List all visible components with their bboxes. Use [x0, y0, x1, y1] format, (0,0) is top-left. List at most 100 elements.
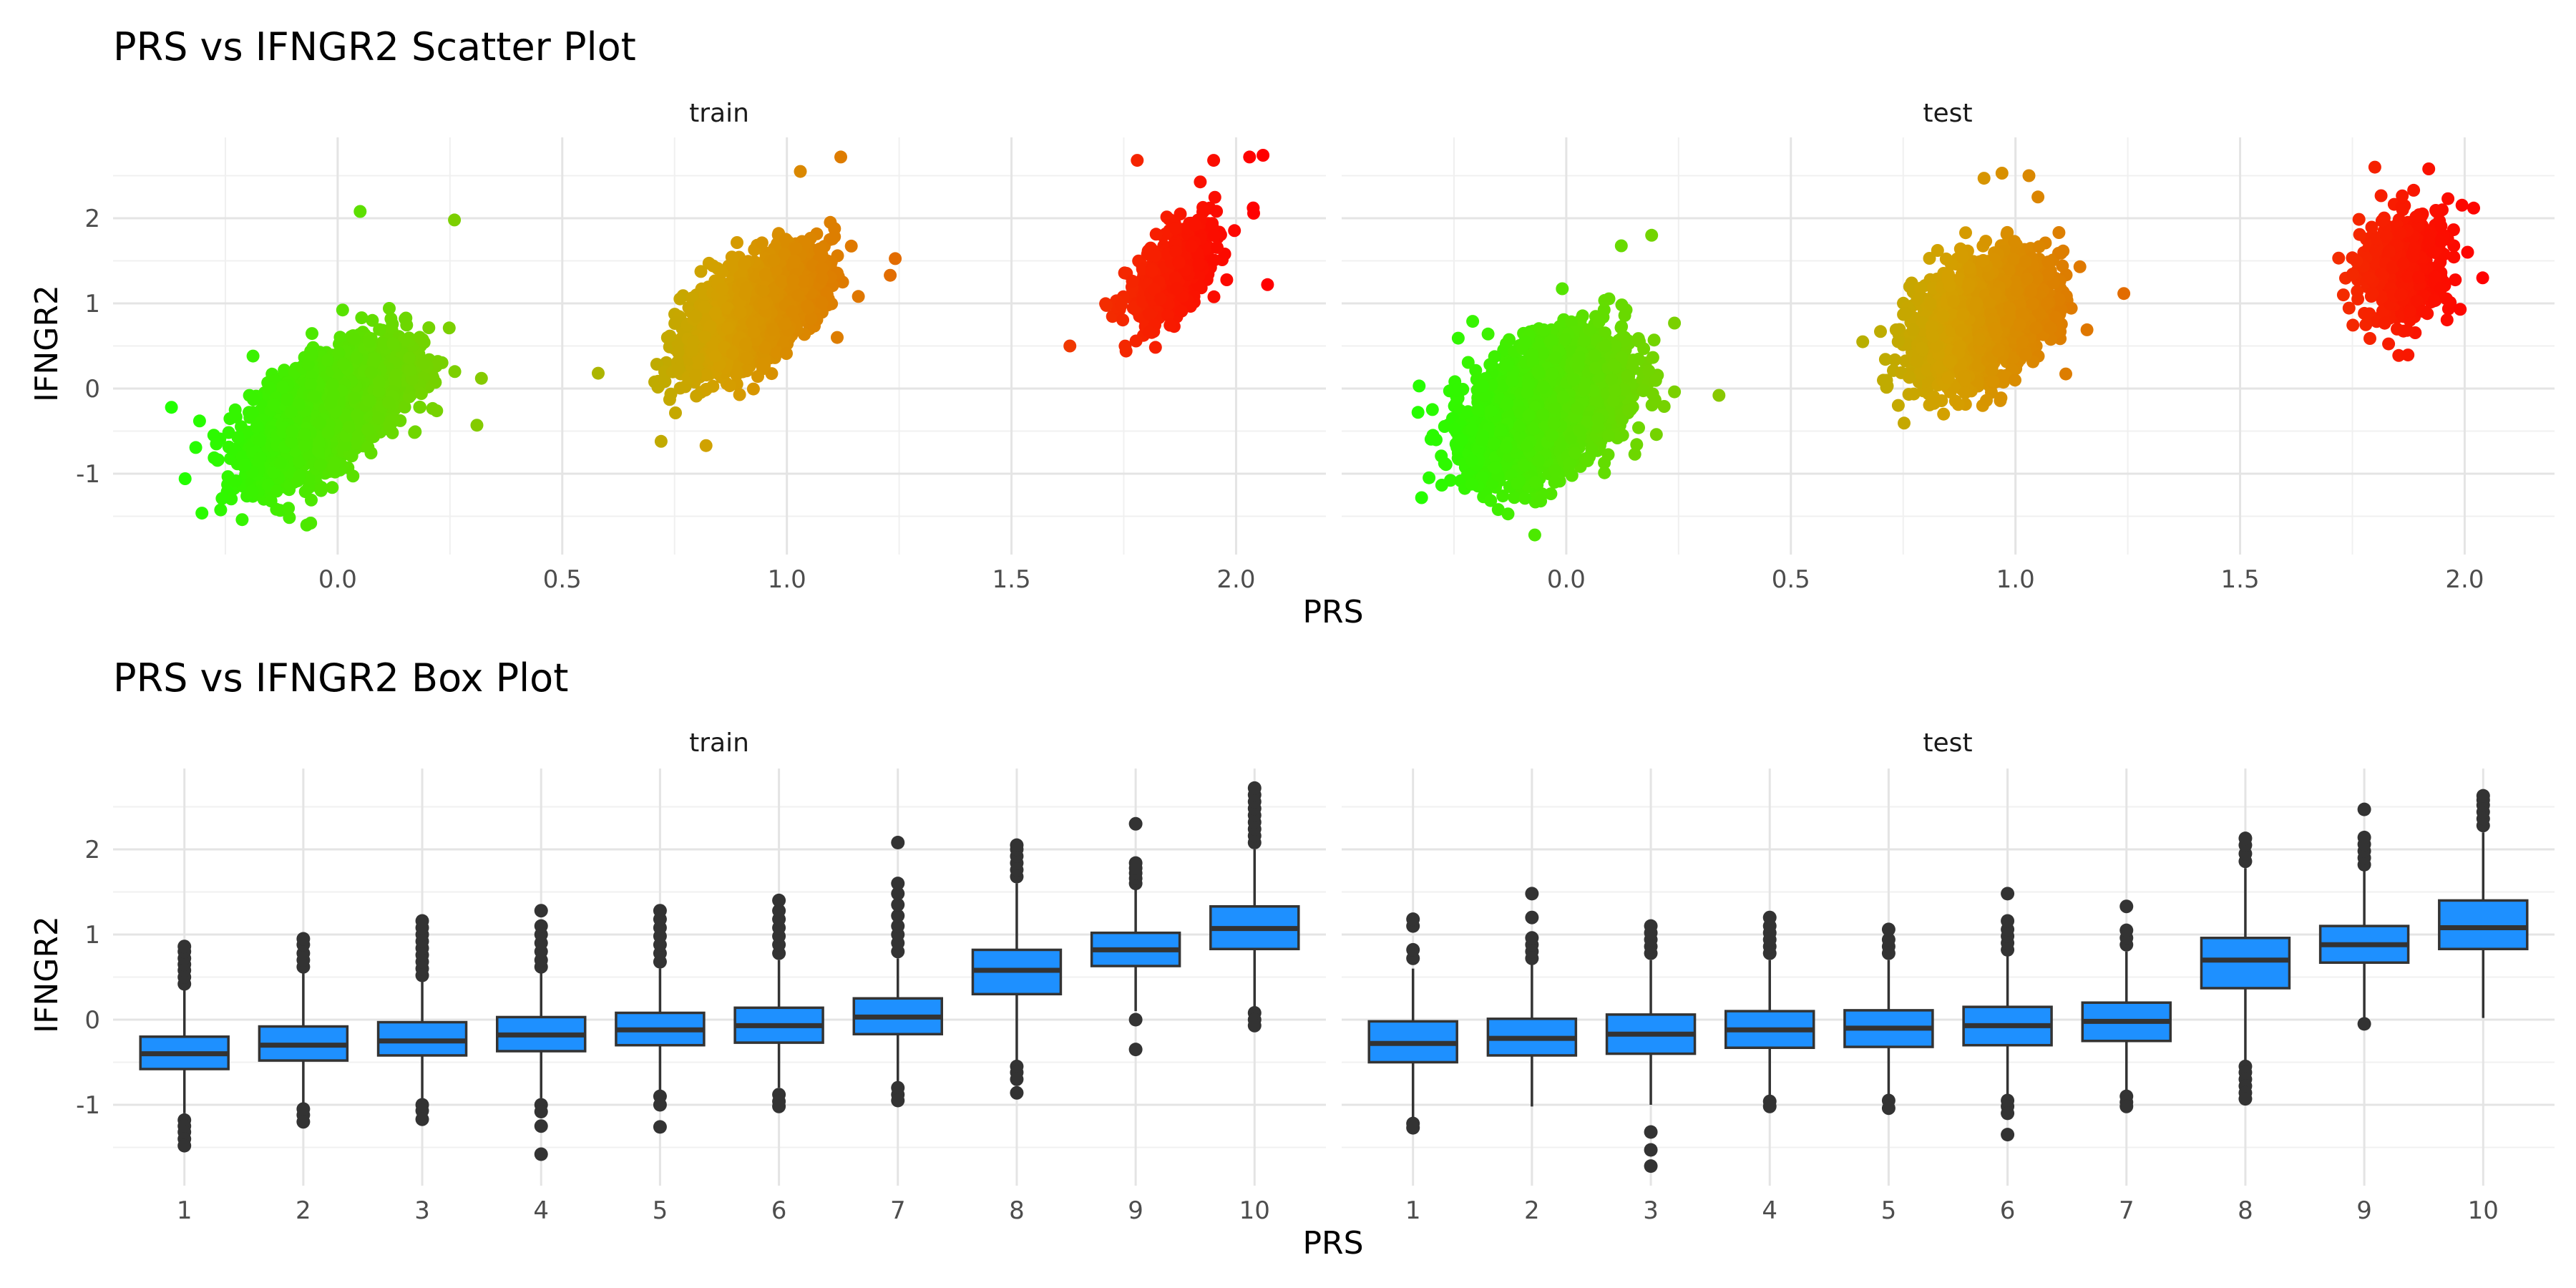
scatter-point — [775, 275, 789, 288]
scatter-point — [709, 306, 722, 320]
scatter-point — [1189, 218, 1202, 232]
box-strip-test: test — [1923, 728, 1972, 758]
scatter-point — [671, 346, 685, 359]
scatter-point — [314, 484, 328, 497]
scatter-point — [689, 309, 703, 323]
scatter-point — [1169, 222, 1183, 235]
scatter-point — [192, 414, 206, 428]
scatter-point — [791, 288, 805, 302]
box-x-tick-label: 2 — [296, 1196, 311, 1225]
scatter-point — [383, 302, 396, 315]
scatter-point — [383, 420, 396, 433]
scatter-point — [208, 451, 221, 464]
scatter-point — [766, 323, 780, 336]
scatter-point — [361, 441, 375, 454]
box-x-tick-label: 7 — [2119, 1196, 2135, 1225]
scatter-x-tick-label: 1.5 — [992, 565, 1031, 594]
scatter-point — [831, 331, 844, 344]
box-x-axis-title: PRS — [1302, 1225, 1363, 1262]
scatter-point — [235, 513, 249, 527]
plot-area — [113, 137, 2555, 1186]
scatter-point — [350, 409, 364, 422]
scatter-point — [402, 390, 416, 404]
scatter-strip-test: test — [1923, 99, 1972, 128]
scatter-point — [1207, 253, 1221, 267]
scatter-point — [801, 301, 815, 315]
scatter-x-tick-label: 2.0 — [2445, 565, 2484, 594]
box-x-tick-label: 3 — [414, 1196, 430, 1225]
scatter-point — [304, 378, 318, 391]
scatter-point — [673, 292, 687, 306]
scatter-point — [399, 312, 412, 326]
scatter-point — [355, 311, 369, 325]
scatter-point — [746, 382, 760, 396]
box-y-tick-label: 0 — [84, 1006, 100, 1035]
scatter-point — [231, 431, 245, 444]
scatter-point — [389, 369, 403, 382]
scatter-point — [229, 474, 243, 487]
scatter-point — [280, 393, 293, 406]
scatter-point — [282, 502, 296, 515]
scatter-point — [229, 410, 243, 424]
scatter-point — [708, 349, 722, 363]
scatter-x-tick-label: 0.0 — [1547, 565, 1586, 594]
scatter-point — [347, 332, 361, 346]
scatter-point — [767, 254, 781, 268]
box-title: PRS vs IFNGR2 Box Plot — [113, 655, 568, 701]
scatter-x-tick-label: 0.5 — [543, 565, 582, 594]
scatter-x-tick-label: 1.0 — [768, 565, 806, 594]
scatter-point — [779, 317, 792, 331]
box-x-tick-label: 6 — [2000, 1196, 2016, 1225]
scatter-title: PRS vs IFNGR2 Scatter Plot — [113, 24, 636, 69]
box-y-tick-label: -1 — [76, 1091, 100, 1120]
scatter-x-axis-title: PRS — [1302, 594, 1363, 630]
box-x-tick-label: 8 — [1009, 1196, 1025, 1225]
scatter-point — [336, 303, 349, 317]
scatter-point — [1194, 175, 1207, 189]
box-x-tick-label: 6 — [771, 1196, 787, 1225]
scatter-point — [731, 236, 743, 249]
scatter-point — [278, 364, 291, 377]
box-x-tick-label: 7 — [890, 1196, 906, 1225]
scatter-point — [307, 390, 321, 403]
scatter-point — [283, 511, 296, 525]
scatter-point — [739, 337, 753, 351]
scatter-point — [245, 484, 259, 498]
scatter-point — [337, 357, 351, 371]
scatter-point — [1100, 298, 1113, 312]
scatter-point — [326, 388, 340, 401]
scatter-point — [726, 259, 740, 273]
box-x-tick-label: 9 — [2356, 1196, 2372, 1225]
scatter-point — [382, 396, 396, 409]
scatter-point — [328, 465, 342, 479]
scatter-point — [733, 388, 746, 401]
scatter-point — [214, 503, 228, 517]
scatter-x-tick-labels: 0.0 0.5 1.0 1.5 2.0 0.0 0.5 1.0 1.5 2.0 — [318, 565, 2484, 594]
box-x-tick-label: 2 — [1524, 1196, 1540, 1225]
box-x-tick-label: 1 — [1405, 1196, 1421, 1225]
scatter-point — [285, 425, 298, 438]
scatter-point — [786, 274, 800, 288]
box-x-tick-label: 3 — [1643, 1196, 1659, 1225]
scatter-point — [658, 375, 672, 389]
scatter-y-tick-label: -1 — [76, 460, 100, 489]
scatter-point — [298, 427, 311, 441]
scatter-point — [751, 370, 764, 384]
scatter-point — [298, 439, 311, 452]
box-x-tick-label: 10 — [1239, 1196, 1270, 1225]
scatter-point — [1115, 298, 1128, 312]
scatter-point — [1228, 224, 1241, 238]
scatter-y-tick-label: 2 — [84, 205, 100, 233]
scatter-point — [756, 284, 770, 298]
scatter-point — [404, 364, 417, 377]
scatter-x-tick-label: 0.0 — [318, 565, 357, 594]
scatter-point — [1148, 341, 1162, 354]
scatter-point — [346, 469, 360, 483]
scatter-point — [1247, 207, 1260, 220]
scatter-point — [366, 313, 379, 327]
scatter-point — [740, 281, 753, 295]
scatter-point — [416, 333, 429, 346]
scatter-point — [1163, 318, 1177, 332]
scatter-point — [210, 437, 223, 451]
